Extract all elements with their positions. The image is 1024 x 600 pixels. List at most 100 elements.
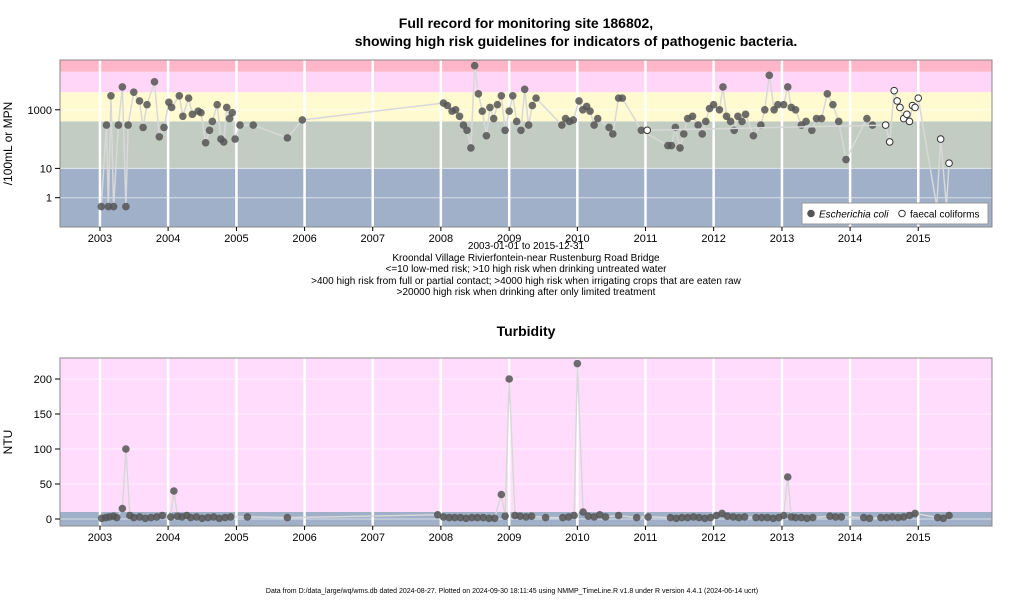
x-tick-label: 2006 <box>292 532 316 544</box>
data-point <box>122 445 130 453</box>
data-point <box>715 105 724 114</box>
data-point <box>512 117 521 126</box>
data-point <box>701 117 710 126</box>
x-tick-label: 2009 <box>497 532 521 544</box>
x-tick-label: 2006 <box>292 233 316 245</box>
data-point <box>644 513 652 521</box>
data-point <box>911 509 919 518</box>
data-point <box>723 512 732 520</box>
data-point <box>683 513 692 522</box>
data-point <box>473 513 482 522</box>
data-point <box>678 513 686 522</box>
data-point <box>783 473 792 481</box>
data-point <box>826 512 834 520</box>
data-point <box>143 100 151 109</box>
data-point <box>757 121 765 129</box>
data-point <box>104 202 113 211</box>
data-point <box>837 513 846 521</box>
data-point <box>894 513 902 522</box>
data-point <box>905 117 914 126</box>
data-point <box>890 86 898 95</box>
data-point <box>667 141 676 150</box>
subtitle-line-date-range: 2003-01-01 to 2015-12-31 <box>467 241 585 252</box>
plot-frame <box>59 59 993 228</box>
top-chart-title-line2: showing high risk guidelines for indicat… <box>354 33 798 49</box>
data-point <box>763 513 772 522</box>
data-point <box>698 130 707 138</box>
subtitle-line-site-name: Kroondal Village Rivierfontein-near Rust… <box>392 252 660 264</box>
data-point <box>573 359 582 368</box>
data-point <box>170 487 178 495</box>
data-point <box>482 131 491 140</box>
data-point <box>516 512 525 520</box>
data-point <box>213 100 222 109</box>
top-chart-title: Full record for monitoring site 186802, … <box>60 14 992 50</box>
data-point <box>474 90 483 98</box>
data-point <box>497 490 506 499</box>
data-point <box>823 90 832 98</box>
data-point <box>433 511 442 519</box>
x-tick-label: 2012 <box>701 532 725 544</box>
chart-panel-1: 1 10 1000 2003 2004 2005 2006 2007 2008 2009 2010 2… <box>1 59 993 245</box>
data-point <box>478 107 487 115</box>
data-point <box>893 97 901 105</box>
data-point <box>298 116 307 124</box>
data-point <box>712 511 721 520</box>
data-point <box>808 513 817 522</box>
data-point <box>719 83 727 91</box>
data-point <box>605 123 613 132</box>
x-tick-label: 2011 <box>634 532 658 544</box>
data-point <box>614 511 623 520</box>
data-point <box>609 130 617 138</box>
data-point <box>112 513 121 522</box>
data-point <box>186 513 195 522</box>
data-point <box>517 126 525 135</box>
y-axis-label: NTU <box>1 430 15 455</box>
data-point <box>676 144 684 152</box>
data-point <box>783 83 792 91</box>
y-tick-label: 150 <box>34 409 52 421</box>
x-tick-label: 2013 <box>770 233 794 245</box>
data-point <box>740 513 749 521</box>
data-point <box>877 513 885 522</box>
data-point <box>706 513 715 522</box>
data-point <box>558 513 567 522</box>
data-point <box>899 513 908 521</box>
data-point <box>155 132 164 141</box>
data-point <box>147 513 155 522</box>
x-tick-label: 2010 <box>565 233 589 245</box>
data-point <box>184 94 193 102</box>
data-point <box>215 514 224 523</box>
data-point <box>532 94 540 102</box>
x-tick-label: 2004 <box>156 233 180 245</box>
risk-band-1 <box>60 358 992 512</box>
data-point <box>118 83 127 91</box>
data-point <box>791 513 800 522</box>
data-point <box>541 513 550 522</box>
risk-band-4 <box>60 60 992 72</box>
data-point <box>219 138 228 146</box>
data-point <box>632 513 641 522</box>
x-tick-label: 2008 <box>429 233 453 245</box>
data-point <box>505 375 513 383</box>
legend-marker-e-coli <box>807 209 815 218</box>
data-point <box>197 108 205 117</box>
data-point <box>490 514 499 523</box>
legend-label-e-coli: Escherichia coli <box>819 210 889 221</box>
data-point <box>167 103 176 112</box>
x-tick-label: 2003 <box>88 532 112 544</box>
turbidity-chart-title: Turbidity <box>496 323 556 339</box>
x-tick-label: 2015 <box>906 532 930 544</box>
data-point <box>451 105 460 114</box>
data-point <box>865 514 874 523</box>
data-point <box>118 504 127 513</box>
data-point <box>779 511 788 520</box>
subtitle-line-risk-3: >20000 high risk when drinking after onl… <box>396 287 656 298</box>
data-point <box>462 514 470 523</box>
data-point <box>135 513 144 521</box>
data-point <box>228 108 237 117</box>
data-point <box>760 105 769 114</box>
data-point <box>738 117 746 126</box>
data-point <box>694 121 702 129</box>
data-point <box>779 100 788 109</box>
